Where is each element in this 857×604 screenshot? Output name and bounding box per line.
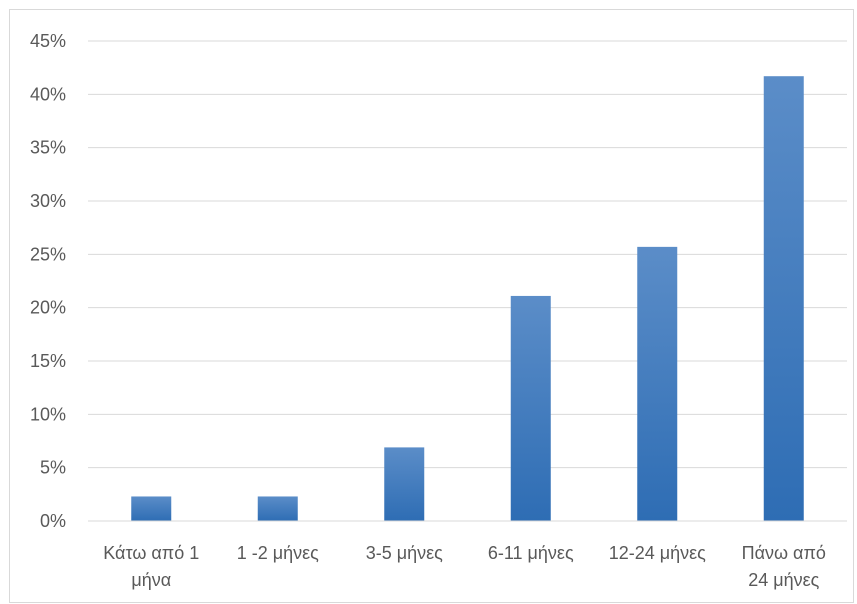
bar — [637, 246, 678, 521]
bar — [257, 496, 298, 521]
bar — [131, 496, 172, 521]
y-tick-label: 15% — [30, 351, 66, 371]
y-tick-label: 40% — [30, 84, 66, 104]
y-tick-label: 20% — [30, 298, 66, 318]
y-tick-label: 10% — [30, 404, 66, 424]
bar — [384, 447, 425, 521]
x-category-label: 1 -2 μήνες — [237, 543, 319, 563]
y-axis-tick-labels: 0% 5% 10% 15% 20% 25% 30% 35% 40% 45% — [30, 31, 66, 531]
y-tick-label: 0% — [40, 511, 66, 531]
x-category-label: Πάνω από — [742, 543, 826, 563]
x-category-label: Κάτω από 1 — [103, 543, 199, 563]
y-tick-label: 45% — [30, 31, 66, 51]
x-category-label: 6-11 μήνες — [488, 543, 574, 563]
y-tick-label: 25% — [30, 244, 66, 264]
bar — [763, 76, 804, 521]
x-category-label: 3-5 μήνες — [366, 543, 443, 563]
bar — [510, 295, 551, 521]
x-category-label: 24 μήνες — [748, 570, 819, 590]
x-category-label: μήνα — [131, 570, 171, 590]
y-tick-label: 5% — [40, 458, 66, 478]
y-tick-label: 35% — [30, 138, 66, 158]
y-tick-label: 30% — [30, 191, 66, 211]
gridlines — [88, 40, 847, 469]
x-axis-category-labels: Κάτω από 1 μήνα 1 -2 μήνες 3-5 μήνες 6-11 μή… — [103, 543, 826, 590]
x-category-label: 12-24 μήνες — [609, 543, 706, 563]
bars — [131, 76, 804, 521]
